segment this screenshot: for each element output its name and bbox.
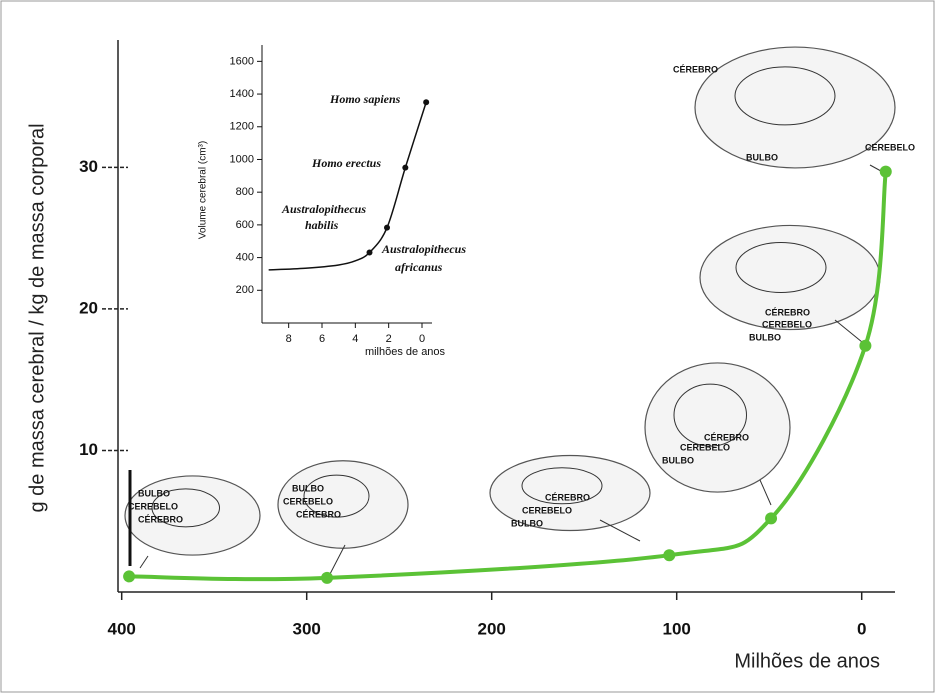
inset-y-tick-label: 400 (236, 251, 254, 263)
data-point (123, 570, 135, 582)
inset-y-tick-label: 200 (236, 284, 254, 296)
x-tick-label: 300 (293, 619, 321, 638)
inset-point (367, 250, 373, 256)
inset-x-tick-label: 4 (352, 333, 358, 345)
illustration-label: BULBO (749, 332, 781, 342)
x-tick-label: 200 (478, 619, 506, 638)
y-tick-label: 30 (79, 157, 98, 176)
illustration-label: CEREBELO (128, 501, 178, 511)
data-point (663, 549, 675, 561)
illustration-label: CÉREBRO (545, 492, 590, 502)
illustration-label: CEREBELO (522, 505, 572, 515)
inset-y-tick-label: 1400 (230, 88, 254, 100)
inset-point-label: Australopithecus (281, 202, 366, 216)
illustration (645, 363, 790, 492)
inset-y-tick-label: 1200 (230, 121, 254, 133)
inset-point (384, 225, 390, 231)
inset-x-tick-label: 8 (286, 333, 292, 345)
x-tick-label: 0 (857, 619, 866, 638)
illustration-label: BULBO (138, 488, 170, 498)
illustration-label: CEREBELO (762, 319, 812, 329)
y-tick-label: 10 (79, 440, 98, 459)
illustration-label: CEREBELO (865, 142, 915, 152)
illustration-label: BULBO (511, 518, 543, 528)
inset-point-label: africanus (395, 260, 443, 274)
inset-point (423, 99, 429, 105)
chart: g de massa cerebral / kg de massa corpor… (0, 0, 935, 693)
illustration-label: CÉREBRO (704, 432, 749, 442)
y-axis-label: g de massa cerebral / kg de massa corpor… (26, 123, 48, 512)
illustration-label: CEREBELO (680, 442, 730, 452)
inset-y-tick-label: 800 (236, 186, 254, 198)
illustration-label: BULBO (746, 152, 778, 162)
inset-x-label: milhões de anos (365, 346, 446, 358)
inset-x-tick-label: 0 (419, 333, 425, 345)
x-axis-label: Milhões de anos (734, 650, 880, 672)
illustration-label: CEREBELO (283, 496, 333, 506)
illustration-label: BULBO (662, 455, 694, 465)
inset-point-label: Australopithecus (381, 242, 466, 256)
illustration-label: CÉREBRO (296, 509, 341, 519)
inset-y-tick-label: 600 (236, 219, 254, 231)
data-point (765, 512, 777, 524)
inset-point-label: Homo erectus (311, 156, 381, 170)
data-point (880, 166, 892, 178)
x-tick-label: 400 (108, 619, 136, 638)
data-point (321, 572, 333, 584)
data-point (859, 340, 871, 352)
illustration-label: CÉREBRO (138, 514, 183, 524)
inset-x-tick-label: 6 (319, 333, 325, 345)
illustration-label: BULBO (292, 483, 324, 493)
inset-y-label: Volume cerebral (cm³) (198, 141, 209, 239)
illustration-label: CÉREBRO (673, 64, 718, 74)
x-tick-label: 100 (663, 619, 691, 638)
inset-x-tick-label: 2 (386, 333, 392, 345)
inset-point-label: habilis (305, 218, 339, 232)
y-tick-label: 20 (79, 298, 98, 317)
inset-y-tick-label: 1000 (230, 153, 254, 165)
inset-point (402, 165, 408, 171)
inset-point-label: Homo sapiens (329, 92, 401, 106)
inset-y-tick-label: 1600 (230, 55, 254, 67)
illustration-label: CÉREBRO (765, 307, 810, 317)
